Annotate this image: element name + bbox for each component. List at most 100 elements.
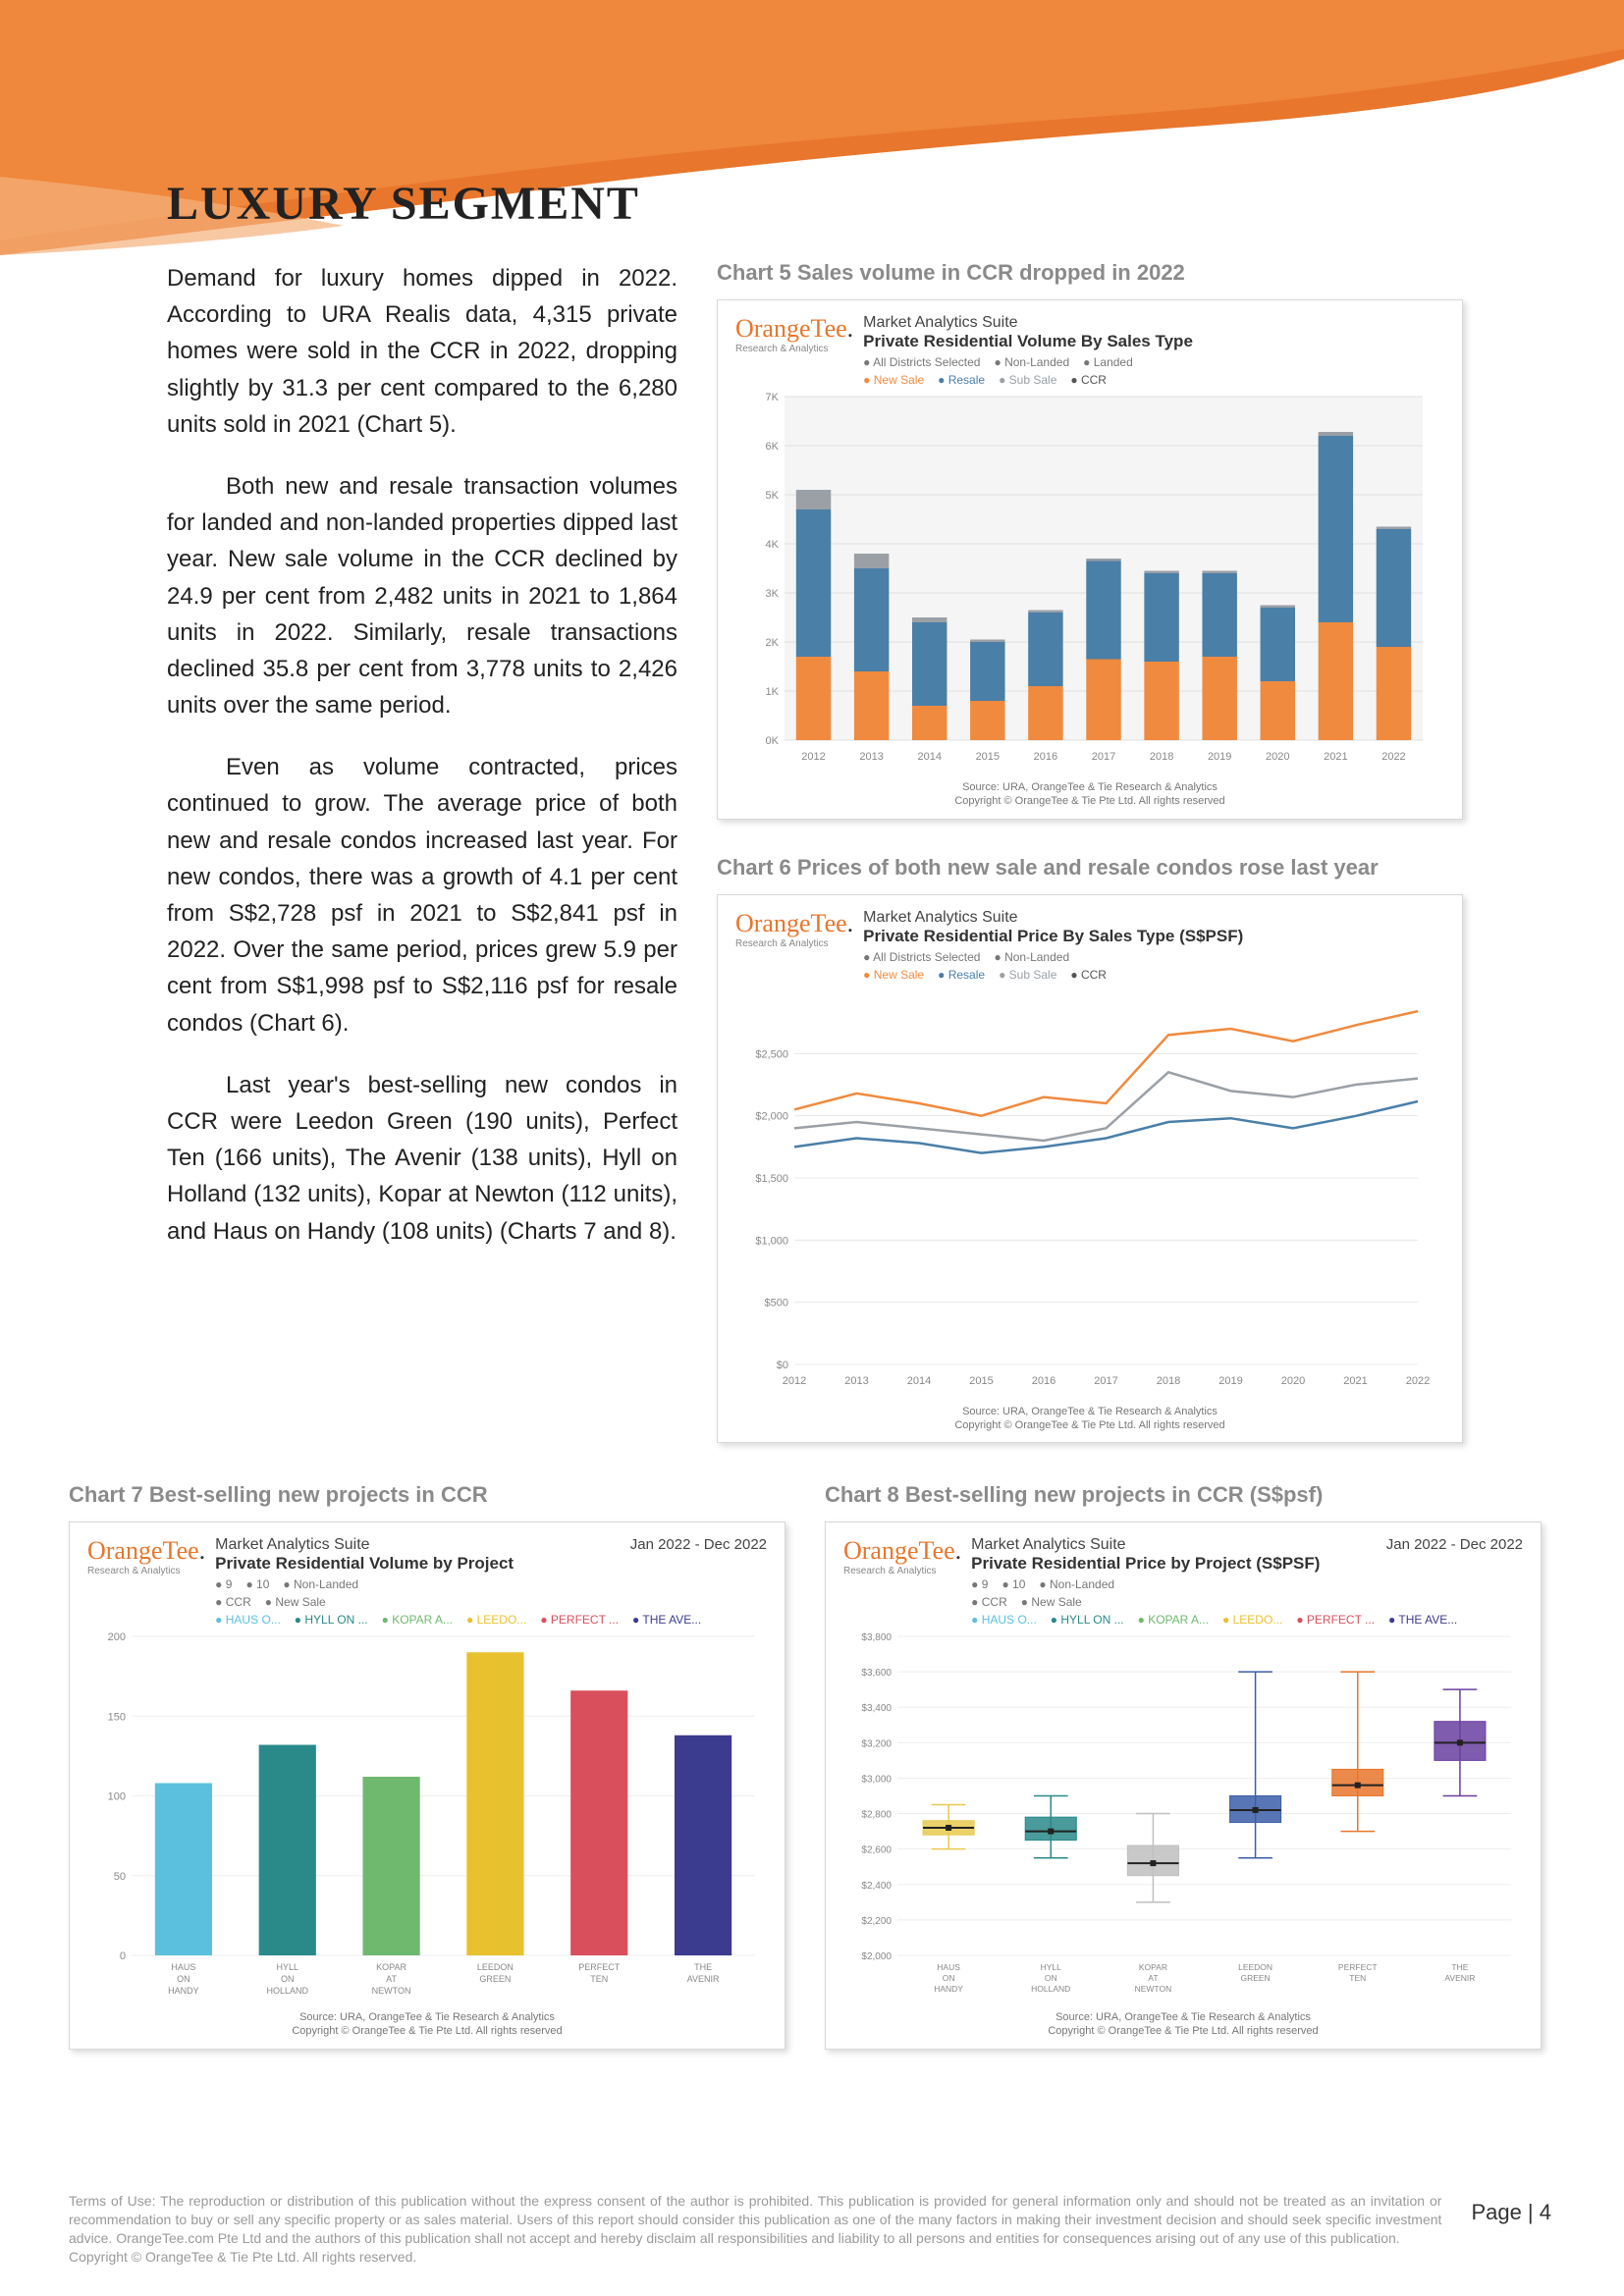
chart7-title: Chart 7 Best-selling new projects in CCR — [69, 1482, 785, 1508]
svg-text:2016: 2016 — [1032, 1375, 1056, 1387]
svg-text:$1,500: $1,500 — [755, 1173, 788, 1185]
svg-text:NEWTON: NEWTON — [1135, 1984, 1172, 1994]
chart7-card: OrangeTee. Research & Analytics Market A… — [69, 1522, 785, 2050]
chart7-suite: Market Analytics Suite — [215, 1536, 369, 1554]
paragraph-4: Last year's best-selling new condos in C… — [167, 1067, 677, 1250]
svg-text:HYLL: HYLL — [276, 1962, 298, 1972]
orangetee-logo: OrangeTee. Research & Analytics — [735, 314, 853, 354]
svg-text:GREEN: GREEN — [1240, 1973, 1270, 1983]
chart6-title: Chart 6 Prices of both new sale and resa… — [717, 855, 1463, 881]
chart7-legend-mid: CCR New Sale — [215, 1595, 767, 1609]
svg-text:$3,600: $3,600 — [861, 1668, 892, 1679]
svg-text:$3,800: $3,800 — [861, 1632, 892, 1643]
svg-text:2021: 2021 — [1343, 1375, 1367, 1387]
orangetee-logo: OrangeTee. Research & Analytics — [735, 909, 853, 949]
svg-text:2019: 2019 — [1208, 751, 1231, 763]
svg-text:7K: 7K — [766, 392, 780, 403]
chart6-subtitle: Private Residential Price By Sales Type … — [863, 927, 1444, 946]
svg-text:2013: 2013 — [859, 751, 883, 763]
svg-text:AVENIR: AVENIR — [1444, 1973, 1475, 1983]
chart5-suite: Market Analytics Suite — [863, 314, 1444, 332]
svg-text:50: 50 — [114, 1871, 126, 1883]
chart5-legend-top: All Districts Selected Non-Landed Landed — [863, 355, 1444, 369]
svg-text:5K: 5K — [766, 490, 780, 502]
charts-column: Chart 5 Sales volume in CCR dropped in 2… — [717, 260, 1463, 1478]
chart5-plot: 0K1K2K3K4K5K6K7K201220132014201520162017… — [735, 387, 1444, 770]
chart7-legend-top: 9 10 Non-Landed — [215, 1577, 767, 1591]
svg-text:PERFECT: PERFECT — [578, 1962, 621, 1972]
chart8-title: Chart 8 Best-selling new projects in CCR… — [825, 1482, 1542, 1508]
svg-text:$2,600: $2,600 — [861, 1845, 892, 1856]
svg-text:ON: ON — [281, 1974, 295, 1984]
svg-text:$2,800: $2,800 — [861, 1810, 892, 1821]
chart5-subtitle: Private Residential Volume By Sales Type — [863, 332, 1444, 351]
svg-text:AT: AT — [1148, 1973, 1158, 1983]
svg-text:PERFECT: PERFECT — [1338, 1962, 1378, 1972]
svg-text:2015: 2015 — [976, 751, 1000, 763]
svg-text:ON: ON — [943, 1973, 955, 1983]
paragraph-1: Demand for luxury homes dipped in 2022. … — [167, 260, 677, 443]
chart6-plot: $0$500$1,000$1,500$2,000$2,5002012201320… — [735, 982, 1444, 1394]
svg-text:2017: 2017 — [1092, 751, 1115, 763]
svg-text:4K: 4K — [766, 539, 780, 551]
orangetee-logo: OrangeTee. Research & Analytics — [843, 1536, 961, 1576]
svg-text:KOPAR: KOPAR — [1139, 1962, 1167, 1972]
svg-text:0: 0 — [120, 1950, 126, 1962]
chart7-plot: 050100150200HAUSONHANDYHYLLONHOLLANDKOPA… — [87, 1627, 767, 2000]
terms-text: Terms of Use: The reproduction or distri… — [69, 2193, 1441, 2246]
svg-text:$3,200: $3,200 — [861, 1738, 892, 1749]
svg-text:AT: AT — [386, 1974, 397, 1984]
svg-text:TEN: TEN — [590, 1974, 608, 1984]
chart6-source: Source: URA, OrangeTee & Tie Research & … — [735, 1405, 1444, 1433]
chart5-title: Chart 5 Sales volume in CCR dropped in 2… — [717, 260, 1463, 286]
copyright-text: Copyright © OrangeTee & Tie Pte Ltd. All… — [69, 2249, 416, 2265]
svg-text:LEEDON: LEEDON — [477, 1962, 514, 1972]
chart6-suite: Market Analytics Suite — [863, 909, 1444, 927]
page-footer: Terms of Use: The reproduction or distri… — [69, 2192, 1551, 2267]
chart8-legend-series: HAUS O... HYLL ON ... KOPAR A... LEEDO..… — [971, 1613, 1523, 1627]
svg-text:6K: 6K — [766, 441, 780, 453]
svg-text:$0: $0 — [777, 1360, 788, 1371]
chart8-card: OrangeTee. Research & Analytics Market A… — [825, 1522, 1542, 2050]
chart8-subtitle: Private Residential Price by Project (S$… — [971, 1554, 1523, 1574]
svg-text:2K: 2K — [766, 637, 780, 649]
orangetee-logo: OrangeTee. Research & Analytics — [87, 1536, 205, 1576]
svg-text:THE: THE — [694, 1962, 712, 1972]
svg-text:150: 150 — [108, 1711, 126, 1723]
chart7-source: Source: URA, OrangeTee & Tie Research & … — [87, 2010, 767, 2039]
svg-text:HAUS: HAUS — [171, 1962, 195, 1972]
svg-text:2017: 2017 — [1094, 1375, 1117, 1387]
svg-text:0K: 0K — [766, 735, 780, 747]
chart8-legend-top: 9 10 Non-Landed — [971, 1577, 1523, 1591]
page-number: Page | 4 — [1471, 2192, 1551, 2225]
svg-text:2014: 2014 — [917, 751, 941, 763]
svg-text:$2,000: $2,000 — [755, 1110, 788, 1122]
chart8-legend-mid: CCR New Sale — [971, 1595, 1523, 1609]
svg-text:$2,500: $2,500 — [755, 1048, 788, 1060]
svg-text:$500: $500 — [765, 1297, 788, 1308]
paragraph-2: Both new and resale transaction volumes … — [167, 468, 677, 723]
svg-text:2012: 2012 — [783, 1375, 806, 1387]
svg-text:$2,000: $2,000 — [861, 1951, 892, 1962]
svg-text:2020: 2020 — [1281, 1375, 1305, 1387]
svg-text:ON: ON — [177, 1974, 190, 1984]
chart8-date: Jan 2022 - Dec 2022 — [1386, 1536, 1523, 1554]
svg-text:HAUS: HAUS — [937, 1962, 960, 1972]
svg-text:TEN: TEN — [1349, 1973, 1366, 1983]
svg-text:2018: 2018 — [1157, 1375, 1180, 1387]
svg-text:2021: 2021 — [1324, 751, 1347, 763]
chart6-card: OrangeTee. Research & Analytics Market A… — [717, 894, 1463, 1444]
svg-text:GREEN: GREEN — [479, 1974, 511, 1984]
section-title: LUXURY SEGMENT — [167, 177, 1473, 231]
svg-text:$3,400: $3,400 — [861, 1703, 892, 1714]
svg-text:ON: ON — [1045, 1973, 1057, 1983]
svg-text:2012: 2012 — [801, 751, 825, 763]
svg-text:2022: 2022 — [1406, 1375, 1430, 1387]
svg-text:$1,000: $1,000 — [755, 1235, 788, 1247]
svg-text:HYLL: HYLL — [1041, 1962, 1062, 1972]
svg-text:$2,200: $2,200 — [861, 1916, 892, 1927]
svg-text:HOLLAND: HOLLAND — [1031, 1984, 1070, 1994]
svg-text:HANDY: HANDY — [934, 1984, 963, 1994]
svg-text:HANDY: HANDY — [168, 1986, 199, 1996]
svg-text:$2,400: $2,400 — [861, 1881, 892, 1892]
